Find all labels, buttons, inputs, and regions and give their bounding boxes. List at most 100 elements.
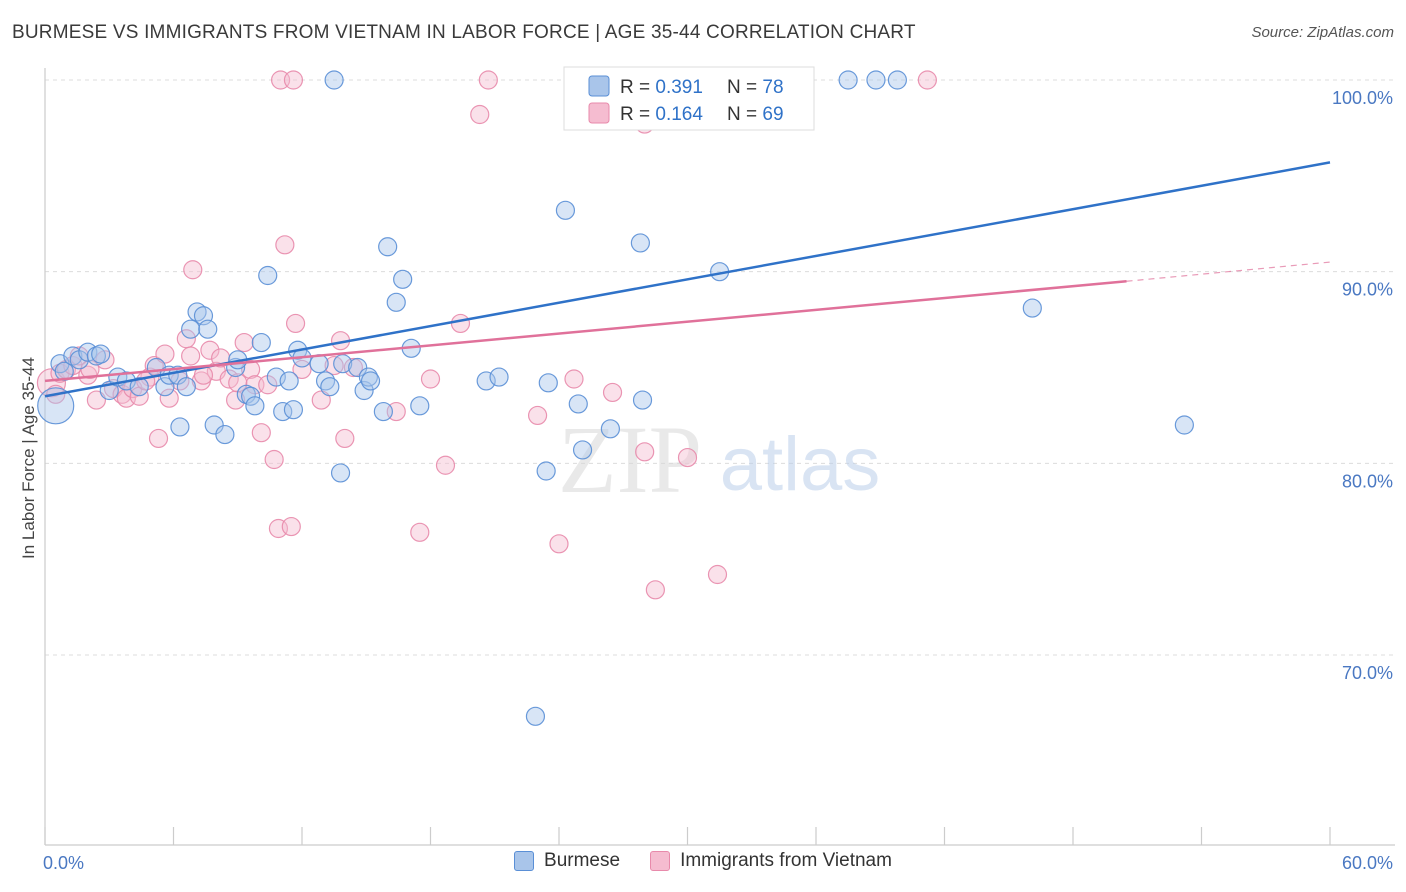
stats-legend-swatch-vietnam [588,102,610,124]
vietnam-point [283,70,304,90]
stats-legend-swatch-burmese [588,75,610,97]
y-tick-label-90: 90.0% [1342,280,1393,300]
burmese-point [320,377,340,397]
stats-n-label-vietnam: N = [727,104,762,125]
svg-text:R = 0.164: R = 0.164 [620,104,703,125]
x-tick-label-max: 60.0% [1342,853,1393,873]
burmese-point [378,237,398,257]
legend-label-vietnam: Immigrants from Vietnam [680,850,892,871]
axes [44,68,1395,846]
bottom-legend: Burmese Immigrants from Vietnam [0,850,1406,872]
y-tick-label-70: 70.0% [1342,663,1393,683]
vietnam-point [159,388,179,408]
vietnam-point [410,522,430,542]
burmese-point [538,373,558,393]
burmese-point [91,344,111,364]
burmese-point [838,70,858,90]
series-burmese-points [37,70,1194,726]
burmese-point [258,265,278,286]
vietnam-point [470,104,490,125]
vietnam-point [241,359,261,380]
y-tick-label-80: 80.0% [1342,471,1393,491]
legend-label-burmese: Burmese [544,850,621,871]
vietnam-point [707,564,728,585]
vietnam-point [602,382,623,403]
vietnam-point [435,455,456,475]
watermark: ZIP atlas [558,406,880,513]
svg-text:R = 0.391: R = 0.391 [620,77,703,98]
burmese-point [176,377,196,397]
burmese-point [324,70,344,90]
stats-n-value-vietnam: 69 [762,104,783,125]
burmese-point [215,424,235,445]
vietnam-point [549,534,569,554]
vietnam-point [420,369,441,389]
vietnam-point [200,340,220,360]
burmese-point [525,706,546,726]
burmese-point [360,371,381,391]
tick-labels: 70.0% 80.0% 90.0% 100.0% 0.0% 60.0% [43,88,1393,873]
burmese-point [266,367,286,387]
legend-item-burmese[interactable]: Burmese [514,850,620,872]
vietnam-point [564,369,584,389]
vietnam-point [264,449,284,470]
vietnam-point [292,359,312,380]
vietnam-point [677,447,698,468]
burmese-point [198,319,218,339]
burmese-point [155,377,175,397]
burmese-point [279,371,299,391]
burmese-point [555,200,576,220]
stats-r-label-burmese: R = [620,77,655,98]
trend-line-vietnam-extension [1126,261,1331,282]
vietnam-point [234,332,254,353]
burmese-point [204,415,224,435]
vietnam-point [285,313,306,334]
burmese-point [330,463,351,483]
burmese-point [393,269,413,289]
burmese-point [1174,415,1194,435]
y-axis-title: In Labor Force | Age 35-44 [19,357,38,559]
burmese-point [129,377,149,397]
stats-r-value-vietnam: 0.164 [655,104,703,125]
vietnam-point [335,428,355,449]
burmese-point [170,417,190,437]
legend-item-vietnam[interactable]: Immigrants from Vietnam [650,850,892,872]
burmese-point [536,461,556,481]
burmese-point [887,70,907,90]
svg-text:N = 69: N = 69 [727,104,784,125]
vietnam-point [645,580,665,600]
vietnam-point [311,390,331,410]
vietnam-point [36,368,67,398]
vietnam-point [155,344,175,364]
burmese-point [245,396,265,416]
burmese-point [241,386,261,406]
legend-swatch-burmese [514,851,535,871]
vietnam-point [478,70,498,90]
burmese-point [632,390,653,410]
vietnam-point [181,346,201,366]
burmese-point [410,396,430,416]
vietnam-point [251,423,271,443]
stats-r-label-vietnam: R = [620,104,655,125]
burmese-point [251,332,271,353]
stats-n-label-burmese: N = [727,77,762,98]
svg-text:N = 78: N = 78 [727,77,784,98]
series-immigrants-from-vietnam-points [36,70,937,600]
burmese-point [489,367,509,387]
vietnam-point [281,516,301,537]
x-tick-label-min: 0.0% [43,853,84,873]
burmese-point [568,394,588,414]
vietnam-point [917,70,937,90]
y-tick-label-100: 100.0% [1332,88,1393,108]
burmese-point [572,440,593,460]
burmese-point [600,419,621,439]
burmese-point [630,233,650,253]
vietnam-point [275,235,295,255]
vietnam-point [450,313,471,334]
burmese-point [386,292,406,312]
vietnam-point [527,405,548,426]
vietnam-point [635,442,655,462]
burmese-point [348,357,368,378]
burmese-point [1022,298,1042,318]
